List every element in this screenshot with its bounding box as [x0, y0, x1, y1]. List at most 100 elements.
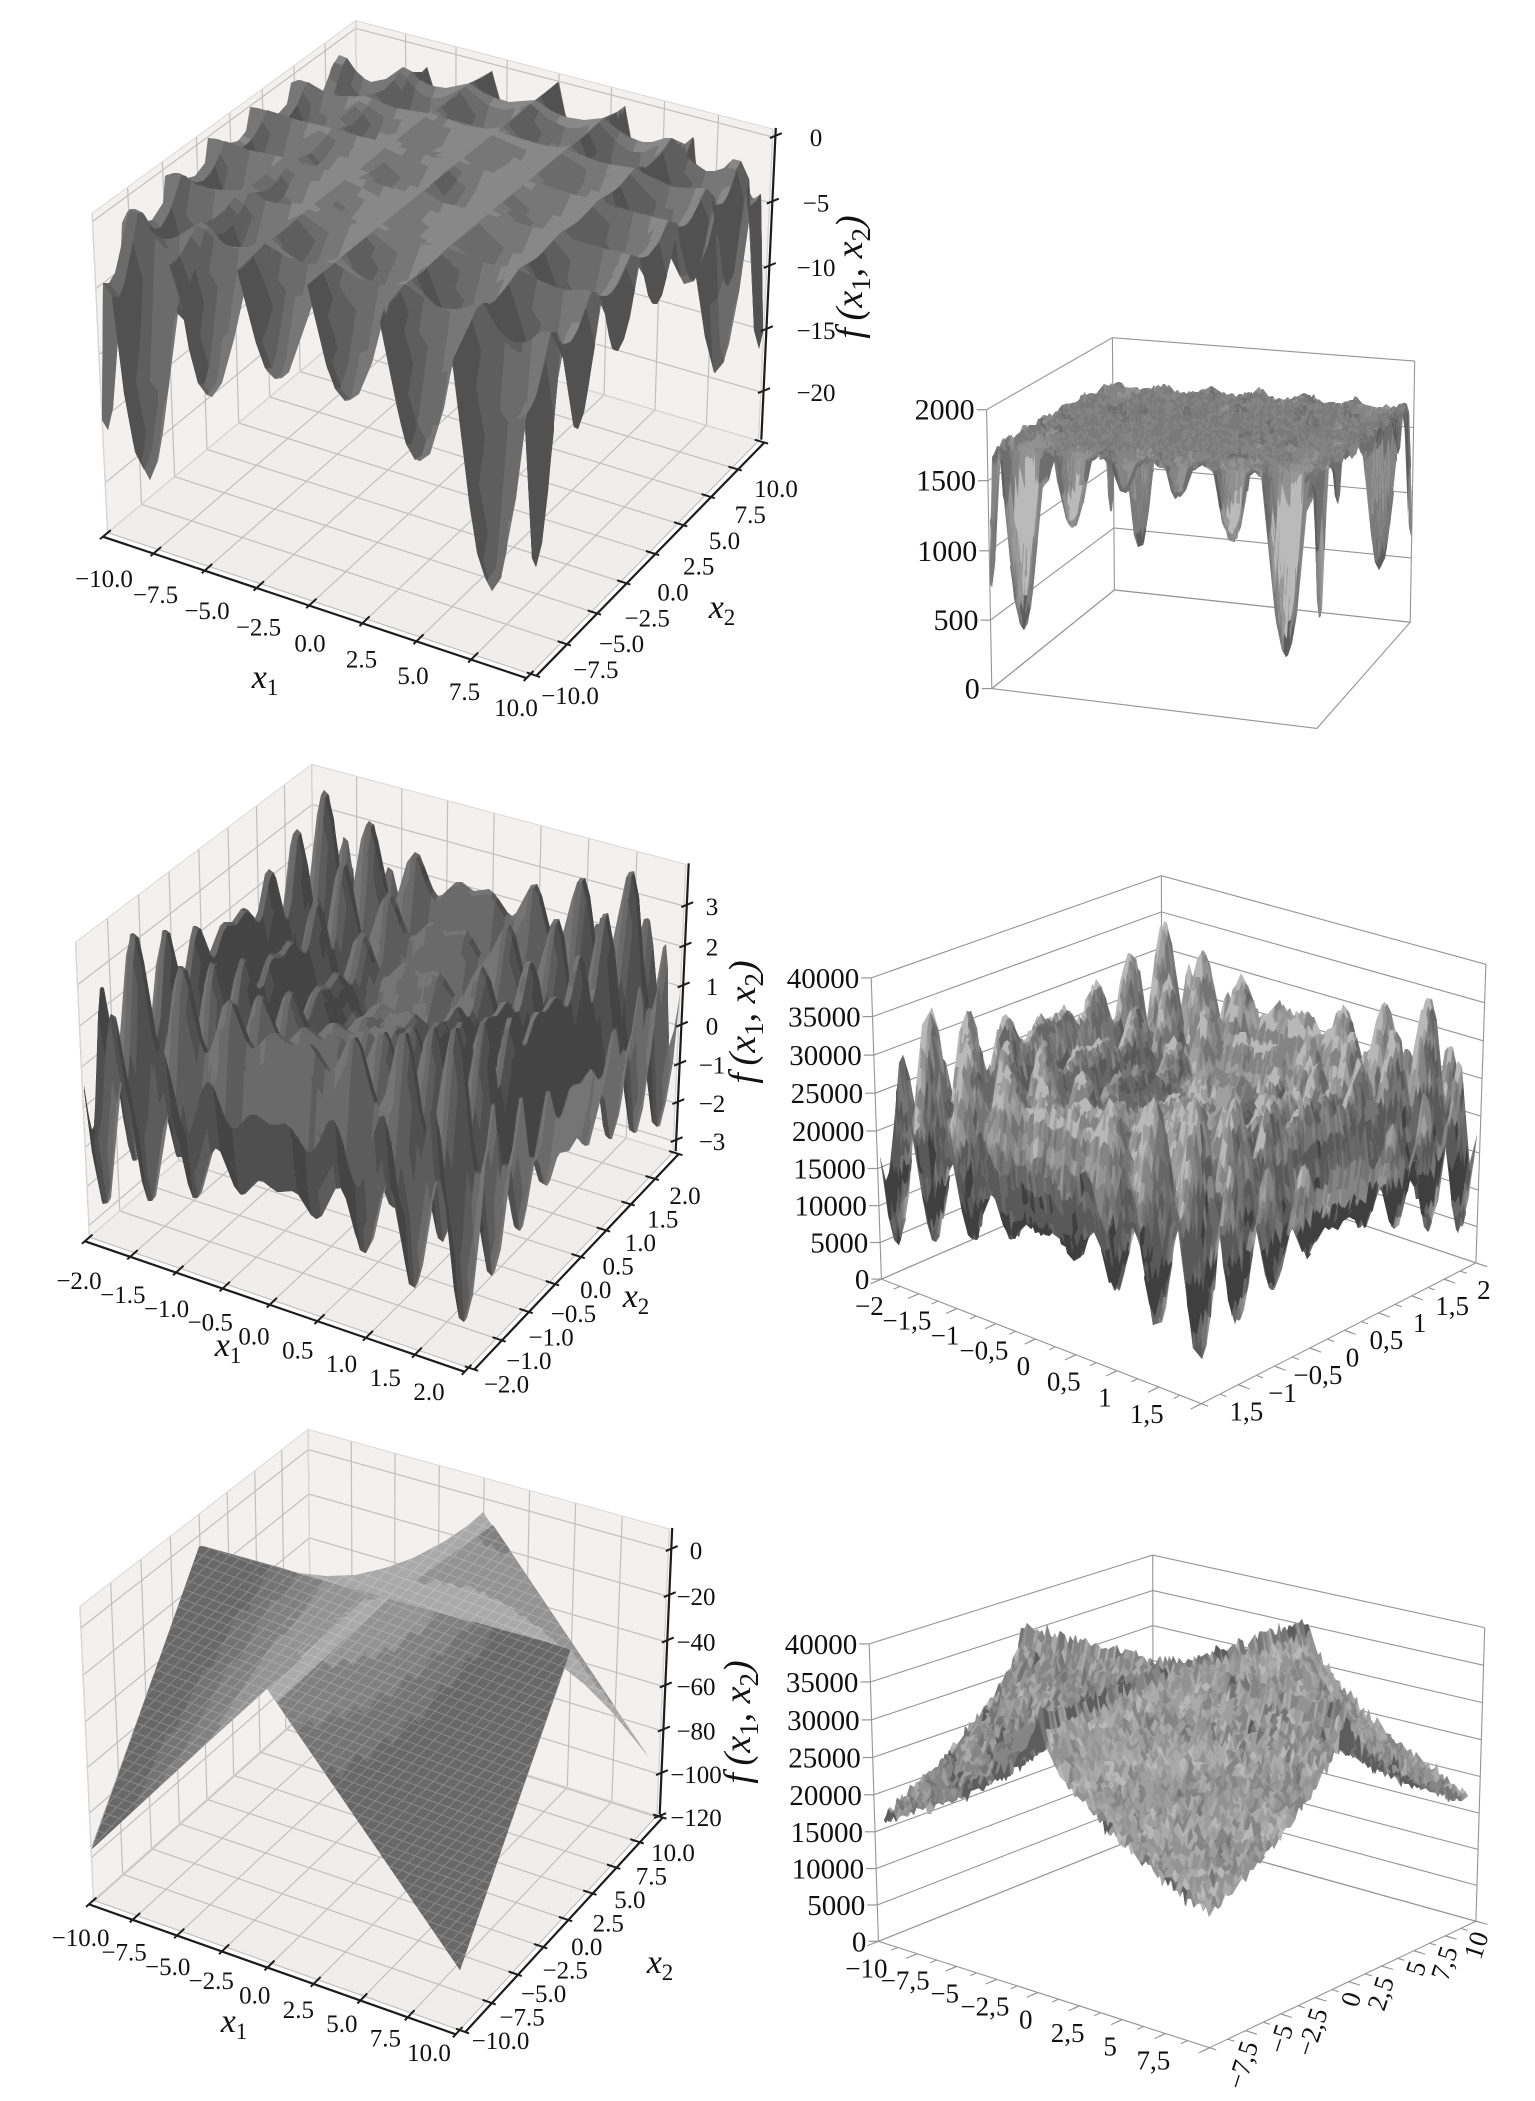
svg-text:7.5: 7.5	[735, 502, 766, 529]
svg-text:5.0: 5.0	[397, 663, 428, 690]
svg-text:5: 5	[1103, 2032, 1117, 2062]
svg-text:5.0: 5.0	[709, 528, 740, 555]
svg-text:1.0: 1.0	[625, 1230, 656, 1257]
svg-text:2.5: 2.5	[346, 647, 377, 674]
svg-text:2.5: 2.5	[593, 1911, 624, 1938]
svg-text:−0.5: −0.5	[551, 1301, 596, 1328]
svg-text:−15: −15	[796, 318, 835, 345]
svg-text:1.5: 1.5	[647, 1207, 678, 1234]
svg-text:0.0: 0.0	[239, 1983, 270, 2010]
svg-text:10.0: 10.0	[407, 2040, 451, 2067]
svg-text:20000: 20000	[789, 1780, 862, 1812]
svg-text:−2: −2	[699, 1091, 726, 1118]
svg-text:−120: −120	[670, 1805, 722, 1832]
svg-text:5.0: 5.0	[614, 1887, 645, 1914]
svg-text:1,5: 1,5	[1435, 1291, 1469, 1321]
svg-text:−10.0: −10.0	[541, 683, 599, 710]
svg-text:0: 0	[690, 1538, 703, 1565]
svg-text:25000: 25000	[788, 1743, 861, 1775]
svg-text:1: 1	[1098, 1383, 1112, 1413]
svg-text:−20: −20	[796, 380, 835, 407]
svg-text:−1.0: −1.0	[144, 1296, 189, 1323]
svg-text:15000: 15000	[791, 1817, 864, 1849]
svg-text:0: 0	[965, 673, 980, 706]
svg-text:0: 0	[1017, 1351, 1031, 1381]
svg-text:2.5: 2.5	[683, 554, 714, 581]
svg-text:0.0: 0.0	[580, 1277, 611, 1304]
svg-text:5.0: 5.0	[326, 2011, 357, 2038]
svg-text:−0,5: −0,5	[959, 1336, 1008, 1366]
svg-text:10000: 10000	[794, 1191, 867, 1223]
svg-text:0: 0	[706, 1014, 719, 1041]
svg-text:0.0: 0.0	[657, 580, 688, 607]
svg-text:2.0: 2.0	[669, 1183, 700, 1210]
svg-text:−2.0: −2.0	[56, 1268, 101, 1295]
svg-text:−5.0: −5.0	[145, 1954, 190, 1981]
svg-text:0.0: 0.0	[294, 631, 325, 658]
svg-text:1: 1	[706, 974, 719, 1001]
svg-text:−5.0: −5.0	[521, 1981, 566, 2008]
svg-text:7.5: 7.5	[449, 679, 480, 706]
svg-text:−40: −40	[676, 1629, 715, 1656]
svg-text:5000: 5000	[807, 1890, 865, 1922]
svg-text:2.5: 2.5	[283, 1997, 314, 2024]
svg-text:1,5: 1,5	[1130, 1399, 1164, 1429]
svg-text:15000: 15000	[793, 1154, 866, 1186]
svg-text:−10.0: −10.0	[75, 566, 133, 593]
svg-text:−7.5: −7.5	[101, 1939, 146, 1966]
svg-text:−60: −60	[676, 1674, 715, 1701]
svg-text:5000: 5000	[810, 1228, 868, 1260]
svg-text:2000: 2000	[915, 394, 975, 427]
svg-text:0.0: 0.0	[571, 1934, 602, 1961]
svg-text:500: 500	[934, 604, 979, 637]
svg-text:2,5: 2,5	[1051, 2018, 1085, 2048]
svg-text:−5: −5	[930, 1978, 959, 2008]
svg-text:0: 0	[810, 125, 823, 152]
svg-text:−5.0: −5.0	[184, 598, 229, 625]
svg-text:−10.0: −10.0	[52, 1925, 110, 1952]
svg-text:3: 3	[706, 894, 719, 921]
svg-text:1,5: 1,5	[1230, 1397, 1264, 1427]
svg-text:−1: −1	[699, 1053, 726, 1080]
svg-text:−1.0: −1.0	[506, 1348, 551, 1375]
svg-text:7.5: 7.5	[636, 1864, 667, 1891]
svg-text:−2.5: −2.5	[189, 1968, 234, 1995]
svg-text:−100: −100	[670, 1762, 722, 1789]
svg-text:−10.0: −10.0	[472, 2028, 530, 2055]
svg-text:−2.5: −2.5	[236, 614, 281, 641]
svg-text:−1.5: −1.5	[100, 1282, 145, 1309]
svg-text:7.5: 7.5	[370, 2026, 401, 2053]
svg-text:0.0: 0.0	[238, 1324, 269, 1351]
svg-text:−2: −2	[855, 1291, 884, 1321]
svg-text:−2.0: −2.0	[484, 1372, 529, 1399]
svg-text:−2,5: −2,5	[960, 1991, 1009, 2021]
svg-text:30000: 30000	[789, 1040, 862, 1072]
svg-text:−10: −10	[796, 255, 835, 282]
svg-text:20000: 20000	[792, 1116, 865, 1148]
svg-text:0.5: 0.5	[602, 1254, 633, 1281]
svg-text:−10: −10	[845, 1953, 887, 1983]
svg-text:0: 0	[1346, 1342, 1360, 1372]
svg-text:−7,5: −7,5	[881, 1966, 930, 1996]
svg-text:2: 2	[1477, 1275, 1491, 1305]
svg-text:25000: 25000	[791, 1078, 864, 1110]
svg-text:−7.5: −7.5	[499, 2005, 544, 2032]
svg-text:−3: −3	[699, 1129, 726, 1156]
svg-text:−7.5: −7.5	[133, 582, 178, 609]
svg-text:−7.5: −7.5	[573, 657, 618, 684]
svg-text:35000: 35000	[786, 1667, 859, 1699]
svg-text:35000: 35000	[788, 1002, 861, 1034]
svg-text:10.0: 10.0	[754, 476, 798, 503]
svg-text:0: 0	[852, 1926, 867, 1958]
svg-text:10.0: 10.0	[494, 695, 538, 722]
svg-text:1500: 1500	[916, 465, 976, 498]
svg-text:2.0: 2.0	[413, 1379, 444, 1406]
svg-text:40000: 40000	[787, 963, 860, 995]
svg-text:−1: −1	[931, 1321, 960, 1351]
svg-text:1: 1	[1413, 1308, 1427, 1338]
svg-text:−1.0: −1.0	[528, 1324, 573, 1351]
svg-text:1.5: 1.5	[370, 1365, 401, 1392]
svg-text:2: 2	[706, 934, 719, 961]
svg-text:0,5: 0,5	[1047, 1367, 1081, 1397]
svg-text:−0.5: −0.5	[188, 1310, 233, 1337]
